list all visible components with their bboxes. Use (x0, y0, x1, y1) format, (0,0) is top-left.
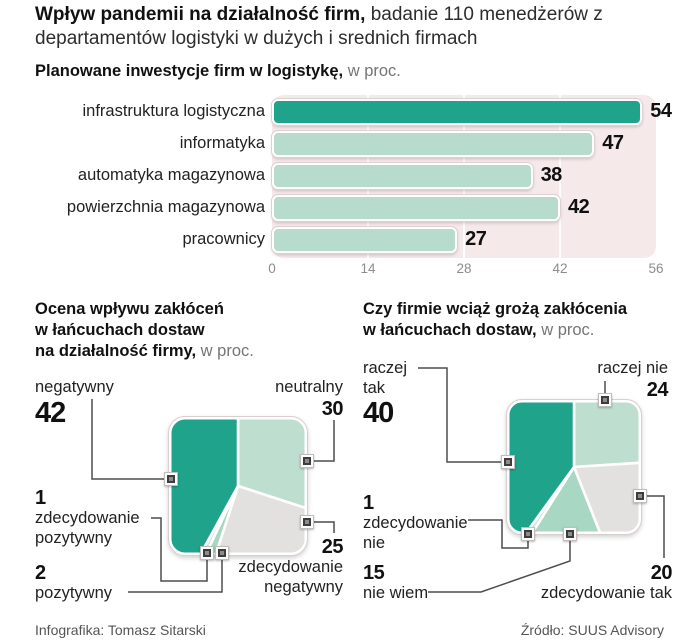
bar-category-label: pracownicy (182, 230, 265, 248)
bar-chart-gridline (559, 95, 561, 258)
marker-zdecydowanie-nie (521, 527, 535, 541)
main-title: Wpływ pandemii na działalność firm, bada… (35, 3, 695, 51)
bar-chart-title: Planowane inwestycje firm w logistykę, w… (35, 61, 401, 81)
axis-tick-label: 14 (360, 261, 376, 276)
marker-zdecydowanie-negatywny (300, 515, 314, 529)
callout-label: zdecydowanie tak (540, 584, 672, 602)
bar-value-label: 54 (650, 100, 672, 122)
connector-pozytywny (128, 560, 223, 593)
bar-category-label: powierzchnia magazynowa (66, 198, 265, 216)
callout-pozytywny: 2 pozytywny (35, 562, 112, 604)
callout-label: tak (363, 378, 386, 397)
bar-chart-title-bold: Planowane inwestycje firm w logistykę, (35, 62, 344, 80)
callout-label: zdecydowanie (238, 558, 343, 576)
callout-label: nie wiem (363, 584, 429, 602)
callout-label: negatywny (35, 378, 114, 396)
pie-right-slices (508, 401, 640, 533)
pie-left-title: Ocena wpływu zakłóceń w łańcuchach dosta… (35, 299, 254, 362)
pie-outline (168, 416, 308, 556)
callout-label: pozytywny (35, 584, 113, 602)
marker-zdecydowanie-pozytywny (200, 546, 214, 560)
pie-right-title-line: Czy firmie wciąż grożą zakłócenia (363, 300, 628, 318)
callout-value: 1 (363, 492, 374, 514)
pie-border (168, 416, 308, 556)
callout-zdecydowanie-pozytywny: 1 zdecydowanie pozytywny (35, 487, 140, 548)
bar-informatyka (272, 131, 595, 157)
callout-label: neutralny (275, 378, 343, 396)
callout-value: 24 (646, 378, 669, 401)
bar-powierzchnia-magazynowa (272, 195, 560, 221)
pie-right-title-suffix: w proc. (536, 321, 595, 339)
marker-raczej-nie (598, 393, 612, 407)
pie-slice-raczej-tak (508, 401, 576, 533)
callout-raczej-nie: raczej nie 24 (597, 359, 668, 401)
bar-category-label: automatyka magazynowa (77, 166, 265, 184)
callout-zdecydowanie-tak: 20 zdecydowanie tak (540, 562, 673, 604)
callout-zdecydowanie-nie: 1 zdecydowanie nie (363, 492, 468, 553)
axis-tick-label: 42 (552, 261, 568, 276)
callout-value: 1 (35, 487, 46, 509)
callout-nie-wiem: 15 nie wiem (363, 562, 428, 604)
callout-value: 42 (35, 396, 66, 429)
callout-label: zdecydowanie (363, 514, 468, 532)
callout-label: zdecydowanie (35, 509, 140, 527)
callout-label: pozytywny (35, 528, 113, 547)
callout-neutralny: neutralny 30 (275, 378, 343, 420)
bar-value-label: 47 (602, 132, 624, 154)
axis-tick-label: 56 (648, 261, 664, 276)
callout-label: raczej (363, 359, 408, 377)
callout-label: raczej nie (597, 359, 668, 377)
pie-right-title-line: w łańcuchach dostaw, (363, 321, 537, 339)
connector-zdecydowanie-tak (647, 495, 665, 558)
pie-slice-raczej-nie (572, 401, 640, 469)
callout-label: nie (363, 533, 386, 552)
marker-neutralny (300, 454, 314, 468)
axis-tick-label: 28 (456, 261, 472, 276)
bar-infrastruktura-logistyczna (272, 99, 643, 125)
pie-left-title-suffix: w proc. (196, 342, 254, 360)
callout-zdecydowanie-negatywny: 25 zdecydowanie negatywny (238, 536, 343, 597)
pie-right-chart (506, 399, 642, 535)
marker-negatywny (164, 472, 178, 486)
marker-nie-wiem (563, 527, 577, 541)
bar-category-label: infrastruktura logistyczna (82, 102, 266, 120)
pie-left-title-line: Ocena wpływu zakłóceń (35, 300, 224, 318)
callout-negatywny: negatywny 42 (35, 378, 114, 428)
bar-pracownicy (272, 227, 458, 253)
main-title-bold: Wpływ pandemii na działalność firm, (35, 4, 366, 25)
main-title-regular: badanie 110 menedżerów z departamentów l… (35, 4, 603, 49)
marker-zdecydowanie-tak (633, 489, 647, 503)
callout-value: 25 (321, 536, 344, 558)
callout-value: 20 (650, 562, 673, 584)
connector-raczej-tak (418, 367, 501, 463)
pie-left-title-line: w łańcuchach dostaw (35, 321, 205, 339)
callout-value: 30 (321, 397, 344, 420)
footer-source: Źródło: SUUS Advisory (520, 622, 664, 638)
bar-category-label: informatyka (179, 134, 265, 152)
bar-chart-title-suffix: w proc. (343, 62, 401, 80)
callout-value: 2 (35, 562, 46, 584)
pie-left-slices (170, 418, 306, 554)
footer-credit: Infografika: Tomasz Sitarski (35, 622, 206, 638)
bar-value-label: 27 (465, 228, 487, 250)
axis-tick-label: 0 (268, 261, 276, 276)
bar-automatyka-magazynowa (272, 163, 533, 189)
marker-pozytywny (215, 546, 229, 560)
callout-value: 15 (363, 562, 385, 584)
marker-raczej-tak (501, 455, 515, 469)
pie-right-title: Czy firmie wciąż grożą zakłócenia w łańc… (363, 299, 627, 341)
callout-label: negatywny (264, 577, 343, 596)
bar-value-label: 42 (568, 196, 590, 218)
bar-value-label: 38 (540, 164, 563, 186)
connector-zdecydowanie-negatywny (314, 521, 335, 533)
connector-neutralny (314, 420, 335, 462)
pie-left-title-line: na działalność firmy, (35, 342, 197, 360)
callout-raczej-tak: raczej tak 40 (363, 359, 407, 428)
callout-value: 40 (363, 397, 394, 429)
